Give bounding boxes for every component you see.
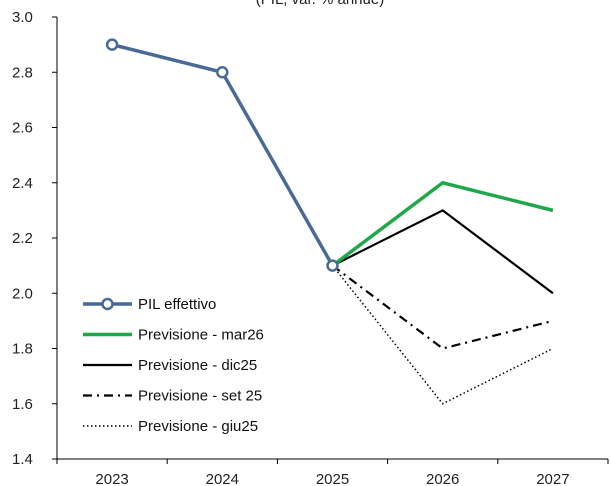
y-tick-label: 2.0 bbox=[12, 285, 33, 302]
x-tick-label: 2025 bbox=[316, 471, 349, 486]
data-point-marker bbox=[216, 66, 229, 79]
data-point-marker bbox=[326, 259, 339, 272]
y-tick-label: 2.4 bbox=[12, 175, 33, 192]
series-line-3 bbox=[331, 264, 554, 350]
y-tick-label: 2.8 bbox=[12, 64, 33, 81]
legend-label: Previsione - dic25 bbox=[138, 357, 257, 374]
x-tick-label: 2024 bbox=[206, 471, 239, 486]
x-tick-label: 2027 bbox=[536, 471, 569, 486]
y-tick-label: 2.6 bbox=[12, 120, 33, 137]
series-group bbox=[105, 38, 554, 405]
y-tick-label: 1.6 bbox=[12, 396, 33, 413]
chart-subtitle: (PIL, var. % annue) bbox=[256, 0, 384, 8]
legend-label: Previsione - set 25 bbox=[138, 388, 262, 405]
x-tick-label: 2026 bbox=[426, 471, 459, 486]
y-tick-label: 1.8 bbox=[12, 341, 33, 358]
legend-label: PIL effettivo bbox=[138, 296, 216, 313]
legend: PIL effettivo Previsione - mar26 Prevision… bbox=[83, 296, 264, 435]
legend-label: Previsione - mar26 bbox=[138, 327, 264, 344]
series-line-4 bbox=[331, 265, 554, 405]
y-tick-label: 1.4 bbox=[12, 451, 33, 468]
x-tick-label: 2023 bbox=[95, 471, 128, 486]
legend-label: Previsione - giu25 bbox=[138, 418, 258, 435]
axes: 1.4 1.6 1.8 2.0 2.2 2.4 2.6 2.8 3.0 2023 2024 2025 2… bbox=[12, 9, 609, 486]
legend-marker bbox=[101, 297, 114, 311]
data-point-marker bbox=[105, 38, 119, 51]
y-tick-label: 2.2 bbox=[12, 230, 33, 247]
series-line-1 bbox=[331, 180, 554, 268]
series-line-2 bbox=[332, 209, 554, 295]
y-tick-label: 3.0 bbox=[12, 9, 33, 26]
